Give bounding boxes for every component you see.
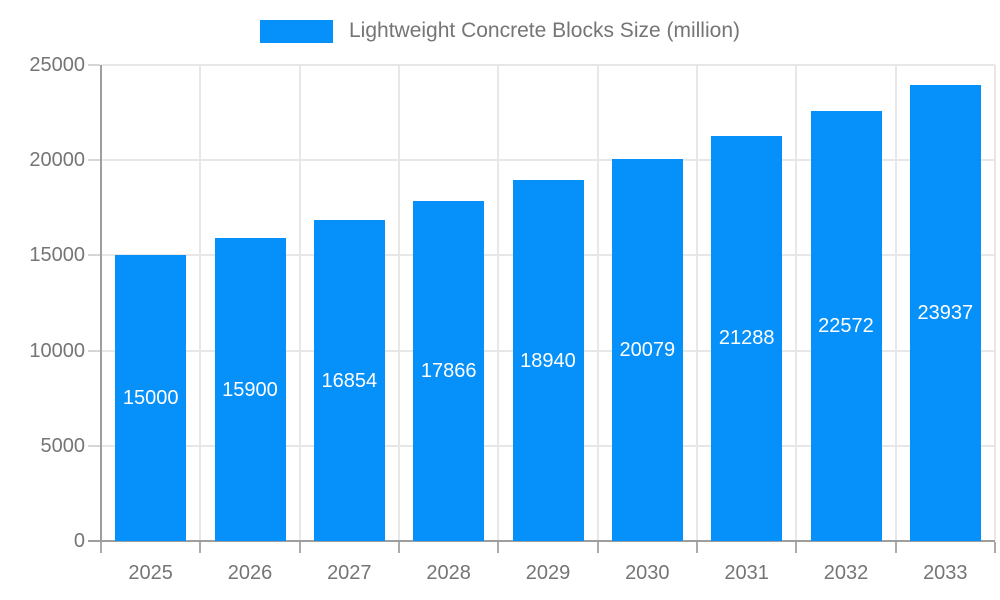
x-tick-label: 2033 — [923, 562, 968, 584]
y-axis-line — [100, 65, 102, 543]
x-axis-line — [100, 540, 995, 542]
bar-2029[interactable] — [512, 180, 584, 541]
h-gridline — [101, 64, 995, 66]
x-tick-label: 2030 — [625, 562, 670, 584]
x-axis-tick — [696, 542, 698, 553]
bar-2025[interactable] — [115, 255, 187, 541]
x-axis-tick — [199, 542, 202, 553]
bar-2032[interactable] — [810, 111, 882, 541]
bar-2026[interactable] — [214, 238, 286, 541]
legend-swatch — [260, 19, 333, 43]
v-gridline — [298, 65, 301, 541]
x-tick-label: 2032 — [823, 562, 869, 584]
x-axis-tick — [795, 542, 798, 553]
bar-value-label: 22572 — [818, 315, 874, 338]
legend[interactable]: Lightweight Concrete Blocks Size (millio… — [0, 19, 1000, 43]
bar-2033[interactable] — [909, 85, 981, 541]
x-tick-label: 2029 — [525, 562, 571, 584]
bar-value-label: 17866 — [420, 359, 477, 382]
x-axis-tick — [894, 542, 897, 553]
y-tick-label: 5000 — [40, 434, 86, 457]
x-tick-label: 2026 — [227, 562, 273, 584]
y-axis-tick — [88, 444, 100, 447]
x-tick-label: 2028 — [426, 562, 471, 584]
v-gridline — [398, 65, 400, 541]
v-gridline — [894, 65, 897, 541]
x-tick-label: 2031 — [724, 562, 769, 584]
y-axis-tick — [88, 349, 100, 352]
bar-2027[interactable] — [313, 220, 385, 541]
bar-2031[interactable] — [711, 135, 783, 541]
x-tick-label: 2025 — [128, 562, 173, 584]
y-tick-label: 15000 — [29, 244, 85, 267]
legend-label: Lightweight Concrete Blocks Size (millio… — [349, 19, 740, 42]
bar-2030[interactable] — [611, 158, 683, 541]
bar-value-label: 16854 — [321, 369, 378, 392]
x-tick-label: 2027 — [327, 562, 372, 584]
y-tick-label: 20000 — [29, 149, 85, 172]
v-gridline — [696, 65, 698, 541]
bar-value-label: 20079 — [619, 338, 676, 361]
bar-value-label: 21288 — [718, 327, 775, 350]
y-tick-label: 10000 — [29, 339, 85, 362]
bar-value-label: 23937 — [917, 302, 974, 325]
x-axis-tick — [994, 542, 996, 553]
x-axis-tick — [497, 542, 500, 553]
bar-value-label: 18940 — [520, 349, 576, 372]
x-axis-tick — [298, 542, 301, 553]
x-axis-tick — [596, 542, 599, 553]
y-axis-tick — [88, 540, 100, 542]
y-axis-tick — [88, 159, 100, 162]
y-tick-label: 0 — [73, 530, 85, 552]
v-gridline — [795, 65, 798, 541]
bar-value-label: 15900 — [222, 378, 278, 401]
bar-2028[interactable] — [413, 200, 485, 541]
h-gridline — [101, 159, 995, 162]
v-gridline — [199, 65, 202, 541]
y-axis-tick — [88, 254, 100, 257]
y-tick-label: 25000 — [29, 54, 85, 76]
v-gridline — [994, 65, 996, 541]
x-axis-tick — [100, 542, 102, 553]
v-gridline — [596, 65, 599, 541]
x-axis-tick — [398, 542, 400, 553]
v-gridline — [497, 65, 500, 541]
bar-value-label: 15000 — [122, 387, 179, 410]
y-axis-tick — [88, 64, 100, 66]
